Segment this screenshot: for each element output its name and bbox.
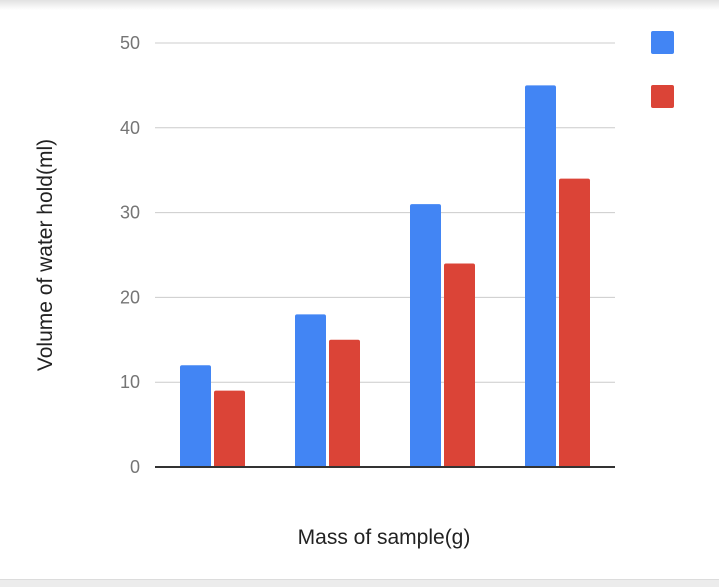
legend-swatch-series2 [651,85,674,108]
y-axis-title: Volume of water hold(ml) [34,139,57,371]
bar-series2-cat2 [329,339,360,467]
y-tick-label: 30 [120,203,140,223]
legend-swatch-series1 [651,31,674,54]
legend [651,31,674,108]
bars [180,85,590,468]
bar-series2-cat3 [444,263,475,467]
y-tick-label: 0 [130,457,140,477]
bar-series1-cat1 [180,365,211,467]
bar-series1-cat4 [525,85,556,468]
y-axis-ticks: 0 10 20 30 40 50 [120,33,140,477]
bar-series2-cat4 [559,178,590,467]
bottom-divider [0,579,719,587]
top-shadow [0,0,719,10]
y-tick-label: 20 [120,287,140,307]
y-tick-label: 40 [120,118,140,138]
bar-series1-cat3 [410,204,441,467]
x-axis-title: Mass of sample(g) [298,526,471,549]
bar-series1-cat2 [295,314,326,467]
y-tick-label: 10 [120,372,140,392]
y-tick-label: 50 [120,33,140,53]
bar-series2-cat1 [214,390,245,467]
